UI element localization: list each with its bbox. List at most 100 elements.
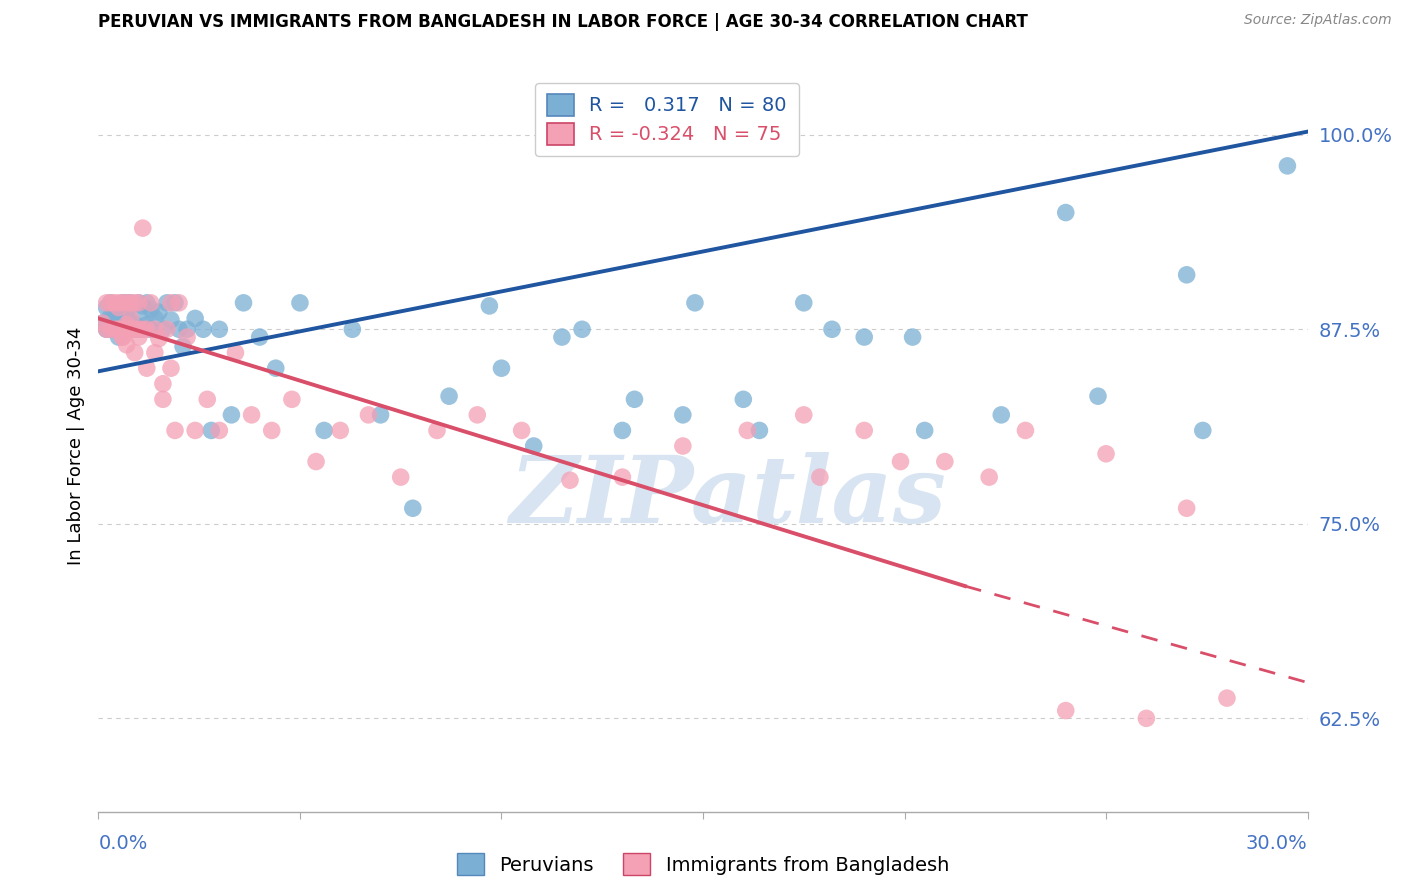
Point — [748, 424, 770, 438]
Point — [264, 361, 287, 376]
Point — [128, 322, 150, 336]
Point — [733, 392, 755, 407]
Point — [111, 311, 134, 326]
Point — [437, 389, 460, 403]
Point — [120, 295, 142, 310]
Point — [96, 322, 118, 336]
Text: Source: ZipAtlas.com: Source: ZipAtlas.com — [1244, 13, 1392, 28]
Point — [100, 322, 122, 336]
Point — [990, 408, 1012, 422]
Point — [124, 318, 146, 332]
Point — [107, 301, 129, 315]
Point — [914, 424, 936, 438]
Point — [111, 295, 134, 310]
Point — [124, 322, 146, 336]
Point — [128, 322, 150, 336]
Point — [889, 454, 911, 468]
Point — [128, 330, 150, 344]
Point — [672, 408, 695, 422]
Point — [120, 322, 142, 336]
Point — [523, 439, 546, 453]
Point — [737, 424, 759, 438]
Point — [115, 305, 138, 319]
Point — [115, 295, 138, 310]
Text: 0.0%: 0.0% — [98, 834, 148, 853]
Point — [1175, 501, 1198, 516]
Point — [184, 311, 207, 326]
Point — [135, 322, 157, 336]
Point — [491, 361, 513, 376]
Point — [1135, 711, 1157, 725]
Point — [260, 424, 283, 438]
Point — [111, 322, 134, 336]
Point — [107, 295, 129, 310]
Point — [1014, 424, 1036, 438]
Point — [96, 322, 118, 336]
Point — [683, 295, 706, 310]
Point — [240, 408, 263, 422]
Point — [111, 330, 134, 344]
Point — [111, 322, 134, 336]
Text: PERUVIAN VS IMMIGRANTS FROM BANGLADESH IN LABOR FORCE | AGE 30-34 CORRELATION CH: PERUVIAN VS IMMIGRANTS FROM BANGLADESH I… — [98, 13, 1028, 31]
Point — [342, 322, 364, 336]
Point — [100, 295, 122, 310]
Point — [115, 311, 138, 326]
Point — [100, 322, 122, 336]
Point — [115, 322, 138, 336]
Point — [672, 439, 695, 453]
Point — [156, 322, 179, 336]
Point — [1216, 691, 1239, 706]
Point — [314, 424, 336, 438]
Point — [103, 295, 125, 310]
Point — [120, 295, 142, 310]
Point — [163, 424, 186, 438]
Point — [793, 295, 815, 310]
Point — [100, 295, 122, 310]
Point — [232, 295, 254, 310]
Point — [139, 295, 162, 310]
Point — [132, 322, 155, 336]
Point — [426, 424, 449, 438]
Point — [152, 376, 174, 391]
Point — [623, 392, 645, 407]
Point — [510, 424, 533, 438]
Point — [1175, 268, 1198, 282]
Point — [808, 470, 831, 484]
Point — [152, 322, 174, 336]
Point — [128, 295, 150, 310]
Point — [96, 295, 118, 310]
Point — [1095, 447, 1118, 461]
Text: ZIPatlas: ZIPatlas — [509, 452, 946, 542]
Point — [107, 301, 129, 316]
Point — [148, 305, 170, 319]
Point — [143, 311, 166, 326]
Point — [1087, 389, 1109, 403]
Point — [103, 322, 125, 336]
Point — [224, 345, 246, 359]
Point — [329, 424, 352, 438]
Point — [163, 295, 186, 310]
Point — [107, 330, 129, 344]
Point — [115, 338, 138, 352]
Point — [195, 392, 218, 407]
Point — [176, 330, 198, 344]
Point — [139, 301, 162, 316]
Point — [167, 295, 190, 310]
Point — [172, 339, 194, 353]
Point — [288, 295, 311, 310]
Point — [1277, 159, 1299, 173]
Point — [208, 322, 231, 336]
Point — [193, 322, 215, 336]
Point — [132, 299, 155, 313]
Point — [160, 313, 183, 327]
Point — [132, 322, 155, 336]
Point — [111, 318, 134, 332]
Point — [208, 424, 231, 438]
Point — [128, 308, 150, 322]
Point — [370, 408, 392, 422]
Point — [120, 311, 142, 326]
Point — [107, 322, 129, 336]
Point — [221, 408, 243, 422]
Point — [853, 330, 876, 344]
Point — [934, 454, 956, 468]
